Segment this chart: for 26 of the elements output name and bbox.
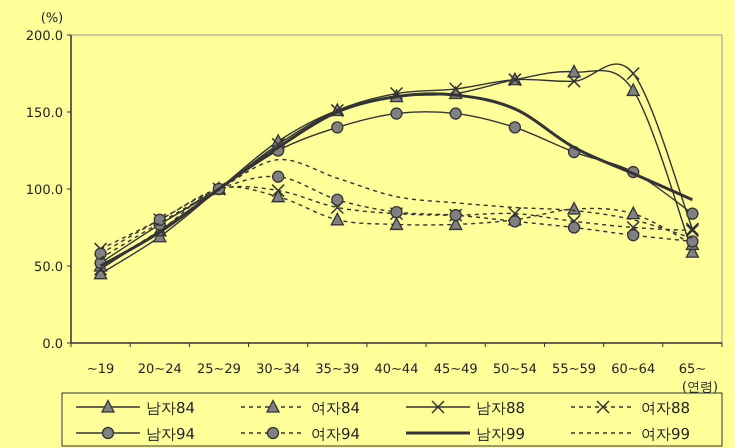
y-tick-label: 0.0 [42,337,63,352]
x-tick-label: 50~54 [492,362,537,377]
legend-label: 여자99 [641,425,690,443]
x-tick-label: 35~39 [315,362,360,377]
x-tick-label: ~19 [86,362,114,377]
x-tick-label: 45~49 [434,362,478,377]
y-tick-label: 200.0 [26,29,63,44]
x-tick-label: 30~34 [256,362,300,377]
legend-label: 여자84 [311,399,360,417]
x-tick-label: 55~59 [552,362,596,377]
legend-label: 남자94 [146,425,196,443]
x-tick-label: 20~24 [138,362,182,377]
legend-label: 남자88 [476,399,526,417]
x-tick-label: 40~44 [374,362,418,377]
legend-label: 남자84 [146,399,196,417]
x-axis-title: (연령) [682,380,718,395]
legend-label: 여자94 [311,425,360,443]
legend-label: 여자88 [641,399,690,417]
legend-label: 남자99 [476,425,526,443]
x-tick-label: 65~ [678,362,706,377]
y-tick-label: 100.0 [26,183,63,198]
y-axis-title: (%) [40,11,64,26]
x-tick-label: 60~64 [611,362,656,377]
y-tick-label: 50.0 [34,260,63,275]
y-tick-label: 150.0 [26,106,63,121]
x-tick-label: 25~29 [196,362,241,377]
